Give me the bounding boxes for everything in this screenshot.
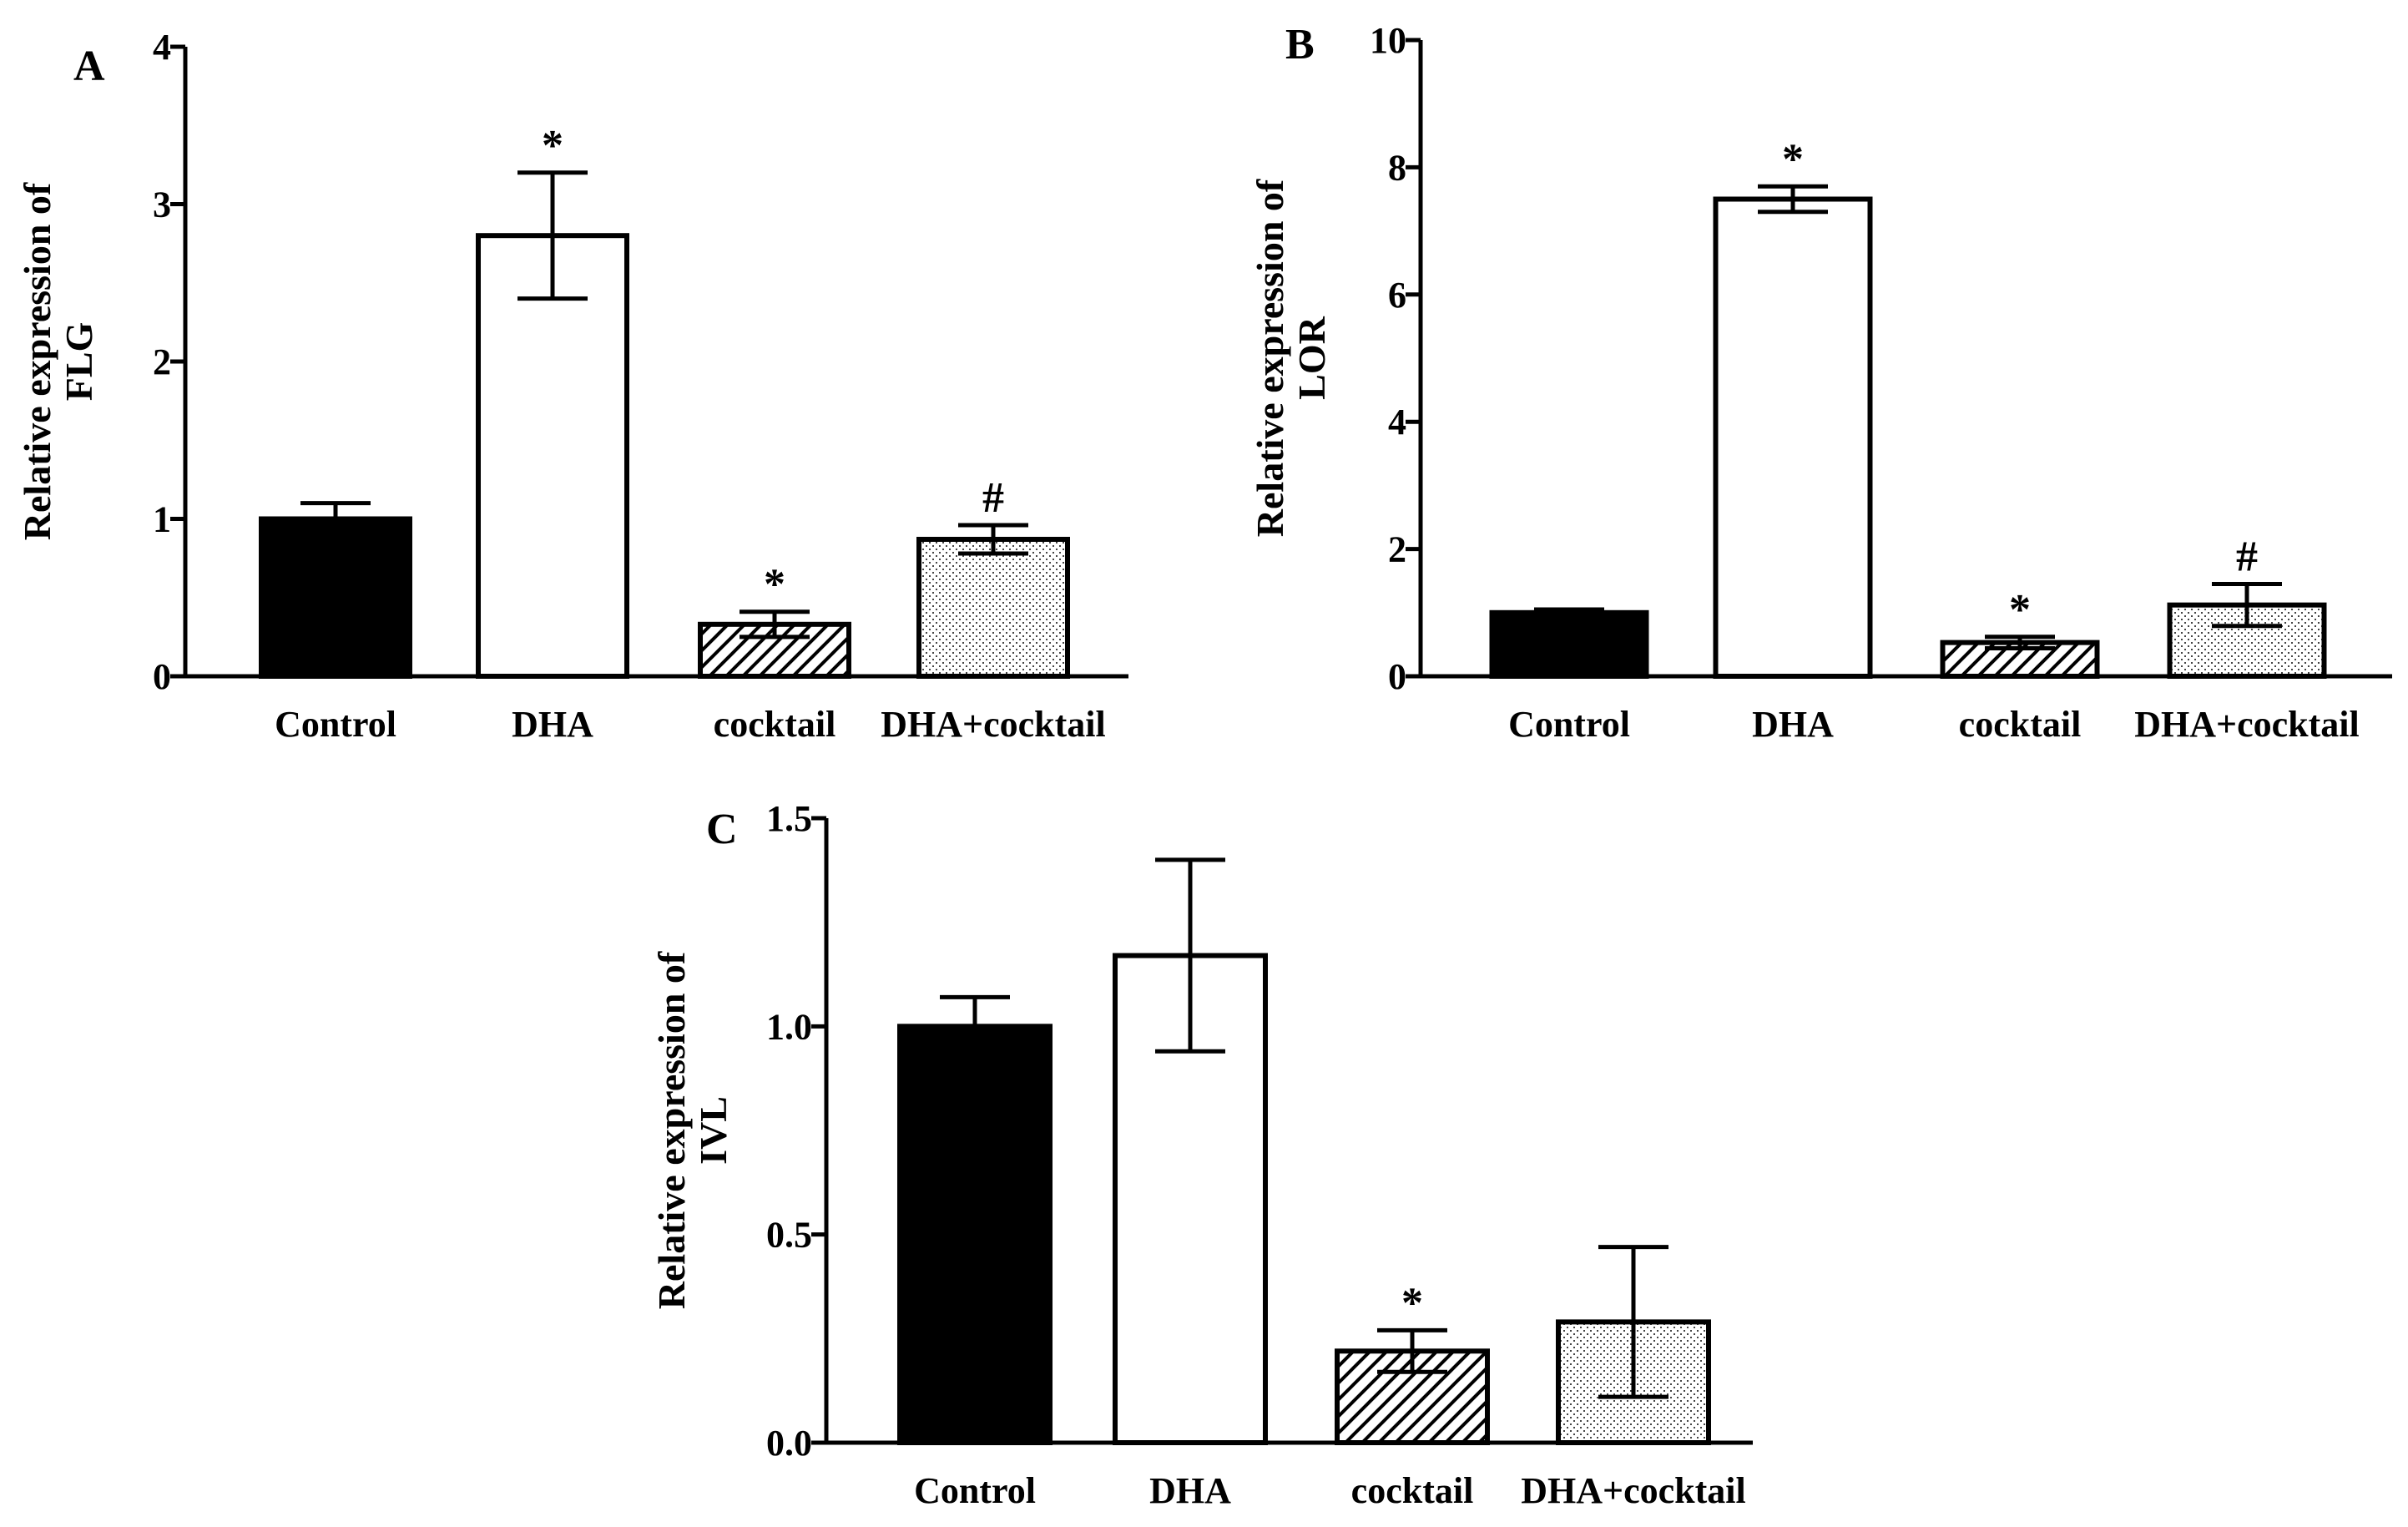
category-label: cocktail <box>1351 1470 1474 1511</box>
y-axis-label-line1: Relative expression of <box>1249 179 1291 537</box>
category-label: DHA+cocktail <box>881 704 1105 745</box>
y-tick-label: 1.5 <box>766 798 812 839</box>
y-axis-label-line1: Relative expression of <box>650 951 693 1309</box>
significance-marker: # <box>2236 533 2258 581</box>
category-label: DHA <box>1149 1470 1231 1511</box>
panel-label: A <box>73 43 105 90</box>
bar <box>476 233 629 679</box>
y-tick-label: 2 <box>1388 529 1406 570</box>
bar <box>916 537 1070 679</box>
category-label: DHA <box>512 704 593 745</box>
significance-marker: * <box>542 122 563 169</box>
panel-b-chart: 0 2 4 6 8 10 Relative expression of LOR B Control… <box>1249 20 2392 745</box>
significance-marker: # <box>982 474 1004 522</box>
y-tick-label: 1.0 <box>766 1006 812 1047</box>
panel-a-chart: 0 1 2 3 4 Relative expression of FLG A Control * D… <box>16 27 1128 745</box>
significance-marker: * <box>1401 1279 1423 1327</box>
y-tick-label: 4 <box>1388 402 1406 442</box>
y-tick-label: 0.0 <box>766 1423 812 1464</box>
panel-label: B <box>1285 21 1315 68</box>
significance-marker: * <box>1782 135 1804 183</box>
y-tick-label: 2 <box>153 341 171 382</box>
y-tick-label: 6 <box>1388 275 1406 316</box>
y-tick-label: 3 <box>153 185 171 225</box>
y-tick-label: 4 <box>153 27 171 68</box>
y-tick-label: 8 <box>1388 147 1406 188</box>
y-tick-label: 1 <box>153 499 171 540</box>
category-label: DHA+cocktail <box>2134 704 2359 745</box>
panel-c-chart: 0.0 0.5 1.0 1.5 Relative expression of IVL C Co… <box>650 798 1753 1511</box>
bar <box>1489 609 1649 679</box>
category-label: DHA+cocktail <box>1521 1470 1745 1511</box>
significance-marker: * <box>2009 586 2031 634</box>
y-tick-label: 10 <box>1370 20 1406 61</box>
category-label: Control <box>275 704 396 745</box>
category-label: DHA <box>1752 704 1834 745</box>
y-axis-label-line2: LOR <box>1290 316 1333 399</box>
y-axis-label-line1: Relative expression of <box>16 182 58 540</box>
y-axis-label-line2: IVL <box>692 1096 735 1165</box>
y-tick-label: 0.5 <box>766 1215 812 1256</box>
category-label: cocktail <box>1959 704 2082 745</box>
y-tick-label: 0 <box>153 656 171 697</box>
bar <box>698 621 851 679</box>
bar <box>259 516 412 679</box>
bar <box>897 1024 1053 1446</box>
category-label: Control <box>914 1470 1036 1511</box>
significance-marker: * <box>764 561 785 609</box>
bar <box>1713 196 1873 679</box>
category-label: cocktail <box>714 704 836 745</box>
category-label: Control <box>1508 704 1630 745</box>
y-tick-label: 0 <box>1388 656 1406 697</box>
panel-label: C <box>706 806 738 853</box>
y-axis-label-line2: FLG <box>58 322 100 402</box>
